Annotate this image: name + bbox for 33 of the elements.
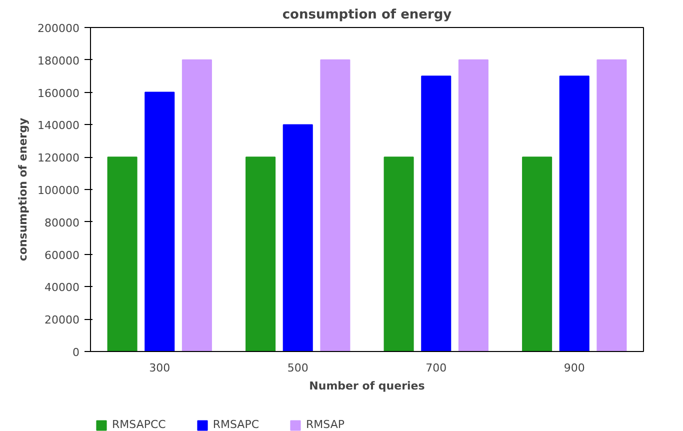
bar — [320, 59, 350, 352]
x-tick-label: 500 — [287, 362, 308, 374]
bar — [458, 59, 488, 352]
legend-label: RMSAPCC — [112, 418, 166, 431]
bar — [559, 76, 590, 352]
y-tick-label: 160000 — [38, 86, 80, 100]
y-tick-label: 60000 — [44, 248, 80, 262]
x-axis-title: Number of queries — [309, 380, 426, 392]
x-tick-label: 700 — [426, 362, 447, 374]
legend-label: RMSAP — [306, 418, 344, 431]
bar — [282, 124, 313, 352]
y-tick-label: 100000 — [38, 184, 80, 197]
legend-label: RMSAPC — [212, 418, 260, 431]
bar — [421, 76, 452, 352]
bar — [596, 59, 627, 352]
bar — [144, 92, 175, 352]
y-tick-label: 0 — [72, 346, 80, 359]
y-axis-title: consumption of energy — [16, 118, 30, 262]
y-tick-label: 80000 — [44, 216, 80, 230]
x-tick-label: 900 — [564, 362, 585, 374]
bar — [246, 156, 276, 352]
y-tick-label: 200000 — [38, 22, 80, 35]
y-tick-label: 180000 — [38, 54, 80, 68]
chart-title: consumption of energy — [282, 8, 452, 22]
bar — [384, 156, 414, 352]
y-tick-label: 120000 — [38, 152, 80, 165]
y-tick-label: 40000 — [44, 281, 80, 294]
y-tick-label: 20000 — [44, 314, 80, 327]
bar — [107, 156, 138, 352]
bar — [522, 156, 552, 352]
y-tick-label: 140000 — [38, 119, 80, 132]
bar — [182, 59, 212, 352]
x-tick-label: 300 — [149, 362, 170, 374]
